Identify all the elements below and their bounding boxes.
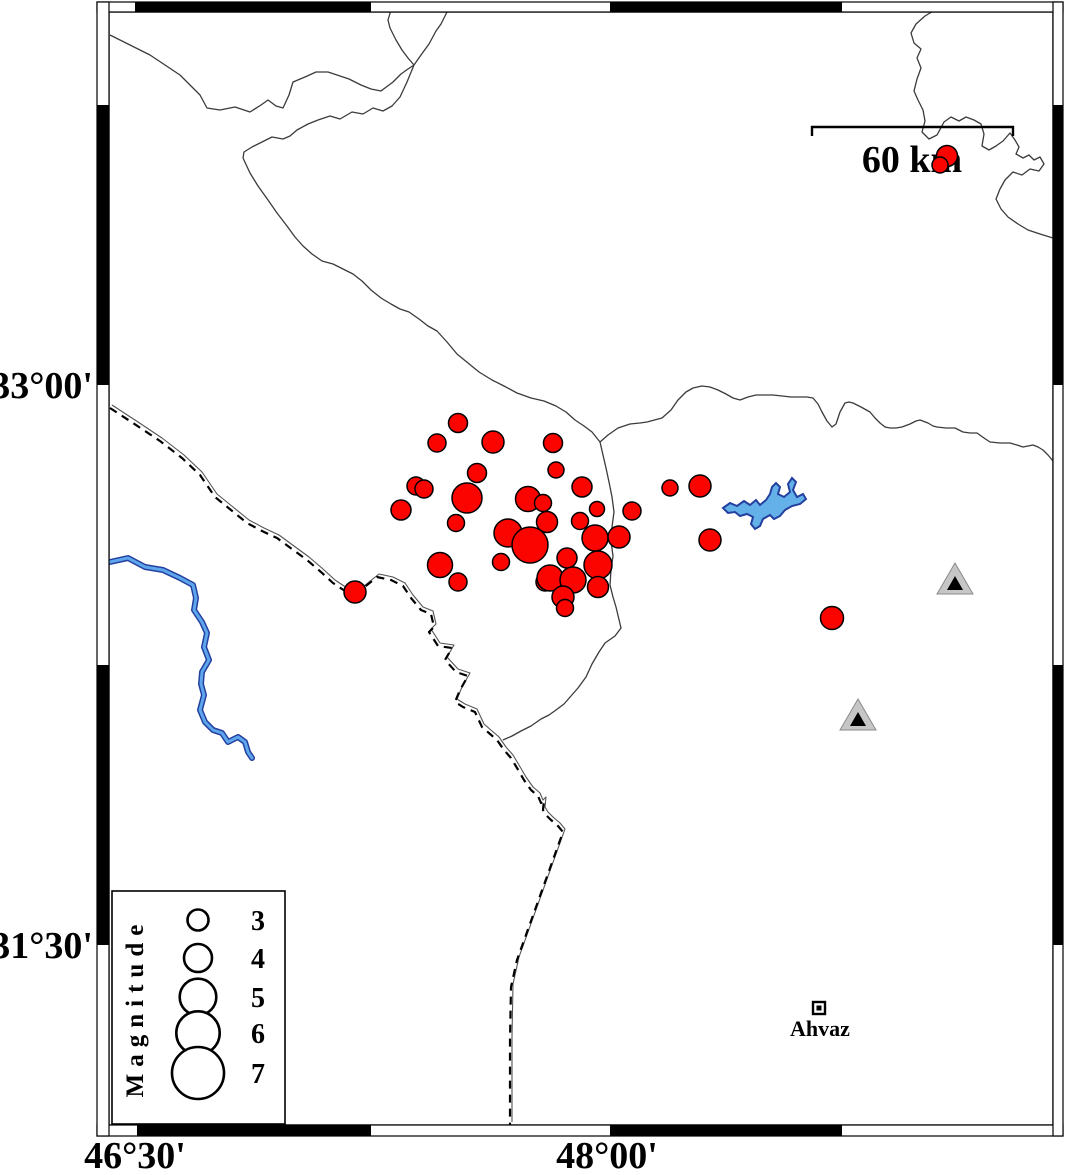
earthquake-epicenter — [447, 412, 469, 434]
earthquake-epicenter — [446, 513, 466, 533]
province-border-top-branch — [387, 9, 415, 66]
legend-title: Magnitude — [122, 918, 149, 1098]
earthquake-epicenter — [555, 598, 575, 618]
province-border-south-branch — [502, 441, 622, 741]
frame-band-segment — [137, 1125, 371, 1136]
frame-band-segment — [135, 2, 371, 12]
earthquake-layer — [343, 144, 959, 631]
legend-magnitude-value: 7 — [251, 1059, 265, 1090]
boundary-lines — [109, 9, 1054, 741]
river-core — [108, 556, 254, 760]
earthquake-epicenter — [535, 510, 559, 534]
earthquake-epicenter — [570, 511, 590, 531]
earthquake-epicenter — [583, 550, 613, 580]
axis-label-longitude: 48°00' — [556, 1135, 658, 1175]
international-border-solid — [111, 404, 566, 1122]
frame-band-segment — [1053, 665, 1063, 945]
legend-magnitude-value: 3 — [251, 906, 265, 937]
earthquake-epicenter — [466, 462, 488, 484]
city-marker-ahvaz: Ahvaz — [790, 1000, 850, 1041]
reservoir-lake — [721, 476, 808, 531]
earthquake-epicenter — [607, 525, 631, 549]
earthquake-epicenter — [511, 526, 549, 564]
earthquake-epicenter — [698, 528, 722, 552]
legend-magnitude-circle — [170, 1045, 226, 1101]
province-border-east-west — [599, 385, 1054, 462]
axis-label-longitude: 46°30' — [84, 1135, 186, 1175]
city-label: Ahvaz — [790, 1016, 850, 1041]
earthquake-epicenter — [688, 474, 712, 498]
frame-band-segment — [97, 665, 109, 945]
legend-magnitude-circle — [186, 908, 210, 932]
province-border-link — [242, 64, 415, 159]
legend-magnitude-value: 5 — [251, 983, 265, 1014]
earthquake-epicenter — [448, 572, 468, 592]
legend-magnitude-value: 6 — [251, 1019, 265, 1050]
earthquake-epicenter — [481, 430, 505, 454]
earthquake-epicenter — [390, 499, 412, 521]
axis-labels: 33°00' 31°30' 46°30' 48°00' — [0, 365, 658, 1175]
earthquake-epicenter — [542, 432, 564, 454]
station-layer — [839, 562, 974, 731]
earthquake-epicenter — [533, 493, 553, 513]
earthquake-epicenter — [661, 479, 679, 497]
frame-band-right — [1052, 1, 1064, 1137]
earthquake-epicenter — [414, 479, 434, 499]
earthquake-epicenter — [819, 605, 845, 631]
earthquake-epicenter — [622, 501, 642, 521]
scale-bar-bracket — [810, 125, 1015, 136]
earthquake-epicenter — [427, 433, 447, 453]
earthquake-epicenter — [581, 524, 609, 552]
earthquake-epicenter — [586, 575, 610, 599]
axis-label-latitude: 33°00' — [0, 365, 93, 407]
earthquake-epicenter — [556, 547, 578, 569]
province-border-southeast — [242, 157, 601, 443]
international-border-dashed — [109, 407, 565, 1125]
earthquake-epicenter — [491, 552, 511, 572]
station-triangle-inner-icon — [850, 712, 866, 726]
frame-band-segment — [97, 105, 109, 385]
province-border-topright-corner — [910, 9, 1054, 239]
legend-entries: 3 4 5 6 7 — [170, 906, 265, 1101]
frame-band-segment — [1053, 105, 1063, 385]
earthquake-epicenter — [588, 500, 606, 518]
magnitude-legend: Magnitude 3 4 5 6 7 — [111, 890, 286, 1125]
earthquake-epicenter — [343, 580, 367, 604]
frame-band-segment — [610, 2, 842, 12]
earthquake-epicenter — [571, 476, 593, 498]
frame-band-segment — [610, 1125, 842, 1136]
legend-magnitude-value: 4 — [251, 944, 265, 975]
axis-label-latitude: 31°30' — [0, 925, 93, 967]
frame — [96, 1, 1064, 1137]
earthquake-epicenter — [426, 551, 454, 579]
province-border-northwest — [109, 9, 449, 113]
legend-magnitude-circle — [178, 977, 218, 1017]
earthquake-epicenter — [451, 482, 483, 514]
earthquake-epicenter — [547, 461, 565, 479]
earthquake-epicenter — [931, 156, 949, 174]
city-square-inner-icon — [816, 1005, 822, 1011]
station-triangle-inner-icon — [947, 576, 963, 590]
legend-magnitude-circle — [182, 942, 214, 974]
